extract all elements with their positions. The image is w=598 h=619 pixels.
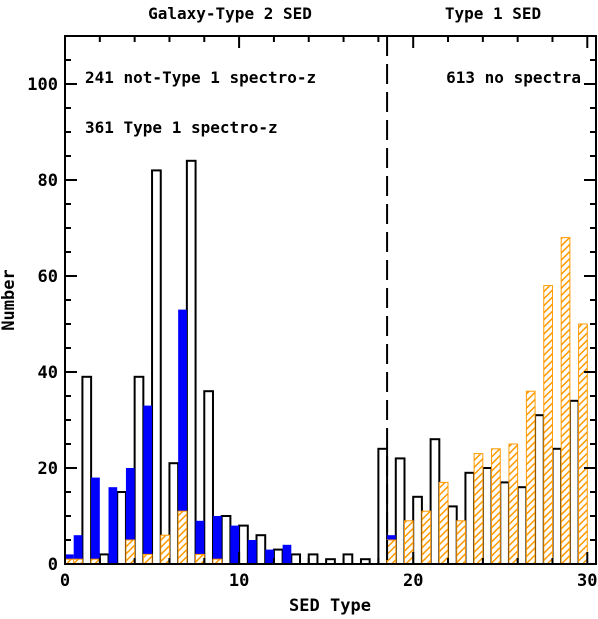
bar-outline-0	[81, 375, 93, 565]
bar-outline-21	[447, 505, 458, 565]
bar-outline-23	[481, 467, 493, 565]
bar-solid-11	[247, 540, 257, 564]
bar-hatched-26	[525, 390, 536, 565]
bar-outline-8	[220, 515, 232, 565]
bar-solid-3	[108, 487, 118, 564]
x-tick-label: 20	[403, 571, 423, 591]
bar-hatched-8	[195, 553, 205, 565]
bar-outline-19	[412, 495, 423, 565]
bar-solid-13	[282, 544, 292, 564]
bar-hatched-24	[491, 448, 501, 565]
bar-outline-4	[151, 169, 162, 565]
plot-frame	[64, 35, 597, 565]
bar-outline-13	[307, 553, 319, 566]
y-tick-label: 60	[38, 267, 58, 287]
bar-outline-10	[255, 534, 267, 566]
bar-solid-9	[212, 516, 222, 564]
bar-hatched-25	[508, 443, 519, 565]
y-tick-label: 40	[38, 363, 58, 383]
x-tick-label: 30	[577, 571, 597, 591]
x-axis-title: SED Type	[289, 596, 371, 616]
y-tick-label: 20	[38, 459, 58, 479]
top-label-type1: Type 1 SED	[445, 4, 541, 23]
bar-hatched-6	[160, 534, 170, 565]
bar-solid-4	[125, 468, 135, 564]
bar-hatched-5	[142, 553, 153, 565]
bar-outline-25	[516, 486, 528, 566]
bar-hatched-20	[421, 510, 432, 565]
bar-outline-20	[429, 438, 441, 566]
x-tick-label: 0	[60, 571, 70, 591]
bar-solid-8	[195, 520, 205, 564]
annotation-not-type1: 241 not-Type 1 spectro-z	[85, 68, 316, 87]
bar-outline-2	[116, 491, 127, 565]
bar-hatched-27	[543, 285, 553, 565]
bar-outline-17	[377, 447, 389, 565]
bar-layer	[64, 159, 588, 566]
bar-outline-6	[185, 159, 197, 566]
x-tick-label: 10	[229, 571, 249, 591]
bar-outline-3	[133, 375, 145, 565]
bar-hatched-7	[177, 510, 188, 565]
annotation-no-spectra: 613 no spectra	[446, 68, 581, 87]
bar-outline-9	[238, 524, 249, 565]
bar-hatched-29	[578, 323, 588, 565]
bar-outline-27	[551, 447, 563, 565]
bar-hatched-23	[473, 453, 484, 565]
bar-outline-1	[98, 553, 110, 566]
bar-hatched-18	[386, 539, 397, 565]
bar-outline-28	[568, 399, 580, 565]
bar-hatched-4	[125, 539, 136, 565]
bar-solid-7	[178, 309, 187, 564]
bar-solid-5	[143, 405, 153, 564]
bar-hatched-21	[438, 481, 449, 565]
bar-hatched-19	[403, 520, 414, 565]
y-tick-label: 0	[48, 555, 58, 575]
bar-outline-26	[534, 414, 545, 566]
bar-outline-7	[203, 390, 214, 566]
y-tick-label: 80	[38, 171, 58, 191]
top-label-type2: Galaxy-Type 2 SED	[148, 4, 312, 23]
y-axis-title: Number	[0, 269, 19, 330]
bar-solid-12	[265, 549, 274, 564]
bar-hatched-22	[456, 520, 466, 565]
bar-outline-5	[168, 462, 180, 566]
bar-outline-15	[342, 553, 354, 566]
annotation-type1: 361 Type 1 spectro-z	[85, 118, 278, 137]
bar-outline-18	[394, 457, 406, 565]
bar-hatched-28	[560, 237, 571, 565]
bar-outline-24	[499, 481, 510, 565]
bar-outline-22	[464, 471, 476, 565]
y-tick-label: 100	[27, 75, 58, 95]
bar-solid-10	[230, 525, 240, 564]
bar-solid-2	[91, 477, 100, 564]
bar-outline-11	[272, 548, 284, 565]
bar-outline-12	[290, 553, 302, 566]
bar-solid-1	[73, 535, 83, 564]
